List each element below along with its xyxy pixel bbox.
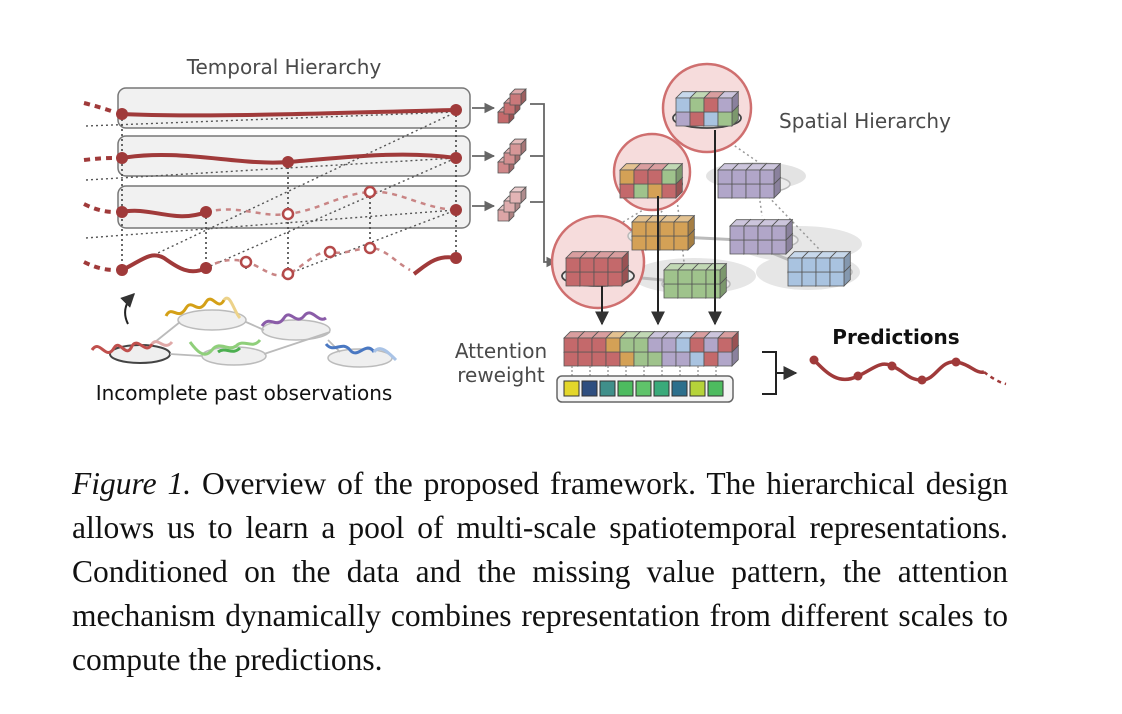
missing-point (323, 245, 337, 259)
spatial-cube-orange (673, 214, 696, 237)
attention-weight-cell (563, 380, 580, 397)
temporal-level-box-1 (117, 87, 471, 129)
representation-pool (563, 330, 740, 378)
observed-point (450, 252, 462, 264)
spatial-cube-purple (771, 218, 794, 241)
missing-point (239, 255, 253, 269)
attention-weight-cell (671, 380, 688, 397)
observed-point (450, 104, 462, 116)
temporal-diagonal-dotted-links (85, 111, 457, 275)
missing-point (281, 267, 295, 281)
series-level-4 (121, 253, 207, 274)
temporal-hierarchy-label: Temporal Hierarchy (186, 55, 382, 79)
observed-point (116, 152, 128, 164)
observed-point (282, 156, 294, 168)
temporal-hierarchy (83, 87, 471, 281)
predictions-series (809, 355, 1007, 386)
attention-weight-cell (599, 380, 616, 397)
observed-point (116, 206, 128, 218)
predictions-label: Predictions (832, 325, 959, 349)
missing-point (363, 185, 377, 199)
figure-caption: Figure 1. Overview of the proposed frame… (72, 462, 1008, 682)
series-level-3-missing (205, 190, 457, 216)
attention-label-line1: Attention (455, 339, 547, 363)
framework-diagram: Temporal Hierarchy (83, 55, 1007, 405)
combine-bracket (762, 351, 798, 395)
attention-weight-cell (617, 380, 634, 397)
attention-weight-cell (689, 380, 706, 397)
observed-point (200, 206, 212, 218)
incomplete-observations-graph (90, 293, 398, 368)
spatial-cube-red (607, 250, 630, 273)
series-level-1 (121, 108, 457, 118)
series-level-4-missing (205, 246, 411, 277)
attention-weight-cell (707, 380, 724, 397)
spatial-cube-purple (759, 162, 782, 185)
observed-point (116, 108, 128, 120)
temporal-level-box-3 (117, 185, 471, 229)
observed-point (450, 152, 462, 164)
attention-weight-cell (653, 380, 670, 397)
spatial-cube-blue (829, 250, 852, 273)
attention-label-line2: reweight (457, 363, 545, 387)
pool-cube (717, 330, 740, 353)
temporal-representation-cubes (497, 88, 527, 222)
spatial-cube-mid (661, 162, 684, 185)
attention-weights-bar (556, 375, 734, 403)
temporal-cube (509, 138, 527, 156)
spatial-hierarchy (550, 62, 862, 326)
temporal-cube (509, 88, 527, 106)
spatial-cube-top (717, 90, 740, 113)
incomplete-observations-label: Incomplete past observations (96, 381, 393, 405)
missing-point (363, 241, 377, 255)
attention-weight-cell (581, 380, 598, 397)
observed-point (116, 264, 128, 276)
temporal-to-cube-arrows (472, 102, 558, 268)
temporal-cube (509, 186, 527, 204)
spatial-representation-cubes (565, 90, 852, 299)
missing-point (281, 207, 295, 221)
series-level-3 (121, 208, 207, 219)
observed-point (450, 204, 462, 216)
figure-caption-text: Overview of the proposed framework. The … (72, 466, 1008, 677)
observed-point (200, 262, 212, 274)
temporal-cube (503, 195, 521, 213)
spatial-hierarchy-label: Spatial Hierarchy (779, 109, 951, 133)
attention-weight-cell (635, 380, 652, 397)
figure-caption-label: Figure 1. (72, 466, 192, 501)
spatial-cube-green (705, 262, 728, 285)
